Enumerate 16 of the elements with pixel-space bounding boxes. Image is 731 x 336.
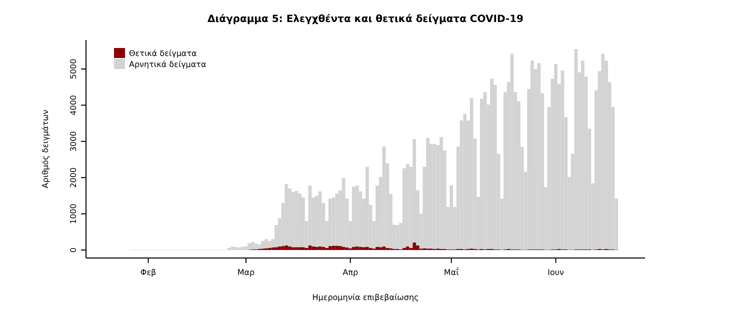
y-tick-label: 5000	[69, 58, 78, 80]
x-tick-label: Φεβ	[140, 268, 156, 277]
y-axis-title: Αριθμός δειγμάτων	[41, 109, 50, 188]
y-tick-label: 0	[69, 247, 78, 253]
chart-title: Διάγραμμα 5: Ελεγχθέντα και θετικά δείγματα COVID-19	[207, 14, 524, 25]
x-axis-title: Ημερομηνία επιβεβαίωσης	[312, 293, 419, 302]
legend-label: Θετικά δείγματα	[129, 49, 197, 58]
x-tick-label: Μαΐ	[444, 267, 460, 277]
x-tick-label: Μαρ	[237, 268, 255, 277]
x-tick-label: Ιουν	[548, 268, 564, 277]
y-tick-label: 3000	[69, 131, 78, 152]
x-tick-label: Απρ	[342, 268, 358, 277]
y-tick-label: 1000	[69, 204, 78, 224]
y-tick-label: 2000	[69, 167, 78, 188]
legend-label: Αρνητικά δείγματα	[129, 60, 206, 69]
y-tick-label: 4000	[69, 95, 78, 116]
